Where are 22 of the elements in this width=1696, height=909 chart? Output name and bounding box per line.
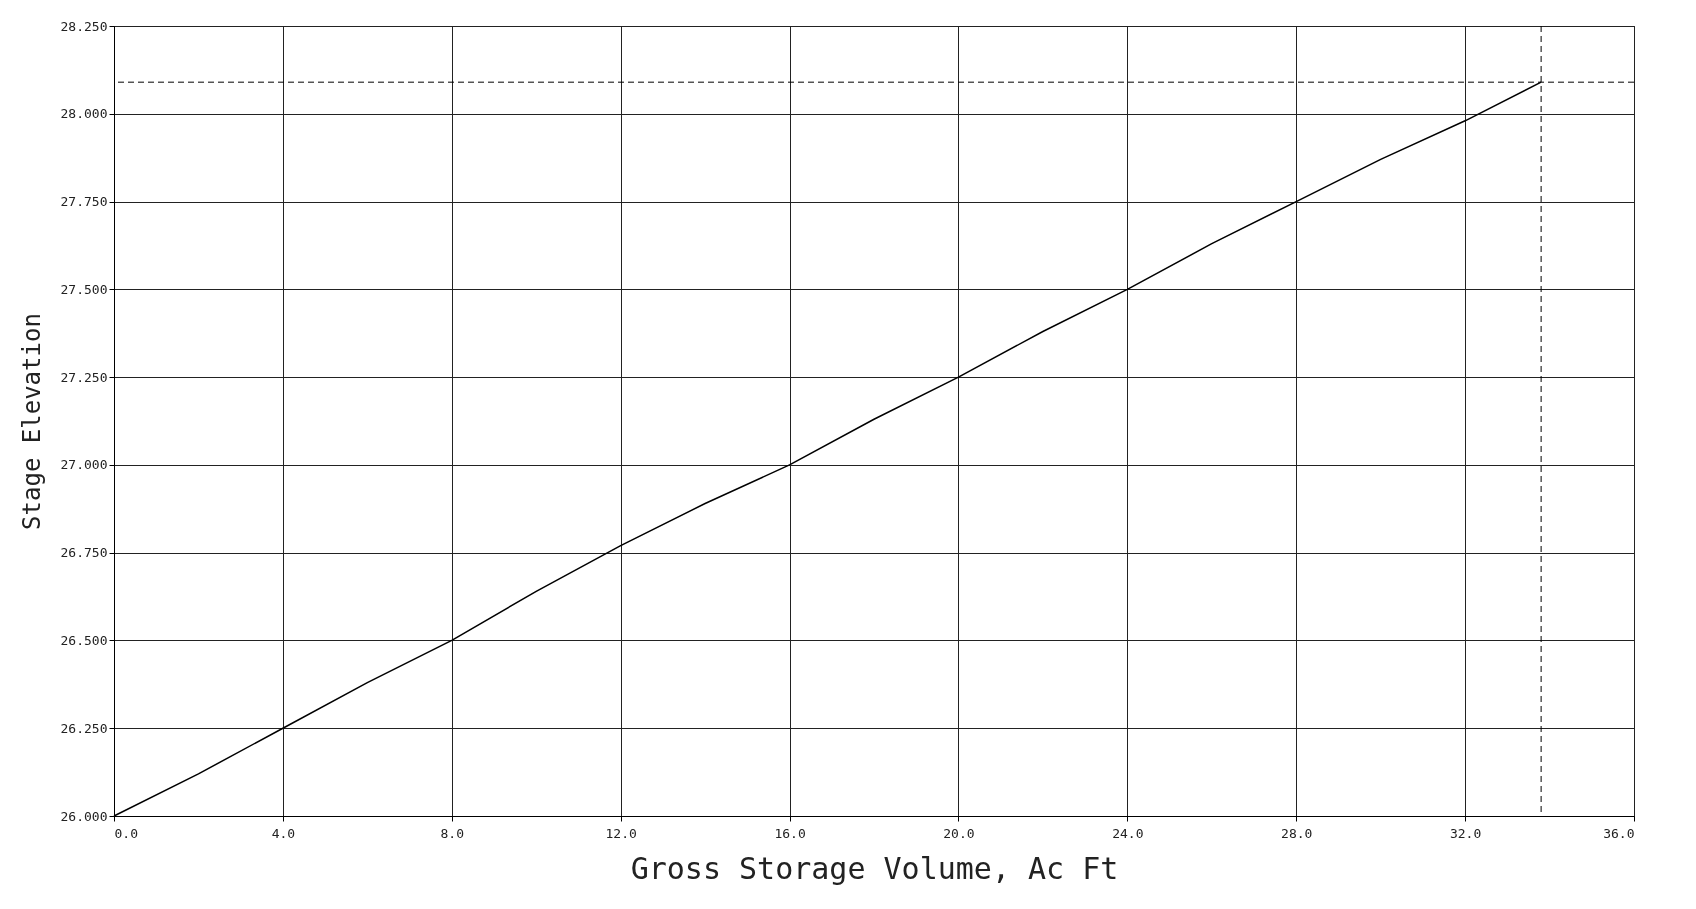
x-tick-label: 36.0 [1603,825,1635,841]
y-axis-title: Stage Elevation [17,313,46,530]
y-tick-label: 27.750 [60,194,108,210]
y-tick-label: 28.250 [60,18,108,34]
x-tick-label: 4.0 [271,825,296,841]
x-tick-label: 0.0 [114,825,138,841]
y-tick-label: 26.250 [60,720,108,736]
y-tick-label: 26.500 [60,632,108,648]
x-tick-label: 28.0 [1281,825,1313,841]
x-tick-label: 20.0 [943,825,975,841]
y-tick-label: 28.000 [60,106,108,122]
x-tick-label: 12.0 [605,825,637,841]
y-tick-label: 26.750 [60,545,108,561]
x-tick-label: 16.0 [774,825,806,841]
y-tick-label: 27.000 [60,457,108,473]
y-tick-label: 27.500 [60,281,108,297]
x-tick-label: 8.0 [440,825,465,841]
x-axis-title: Gross Storage Volume, Ac Ft [630,850,1119,886]
x-tick-label: 24.0 [1112,825,1144,841]
y-tick-label: 26.000 [60,808,108,824]
y-tick-label: 27.250 [60,369,108,385]
x-tick-label: 32.0 [1449,825,1482,841]
